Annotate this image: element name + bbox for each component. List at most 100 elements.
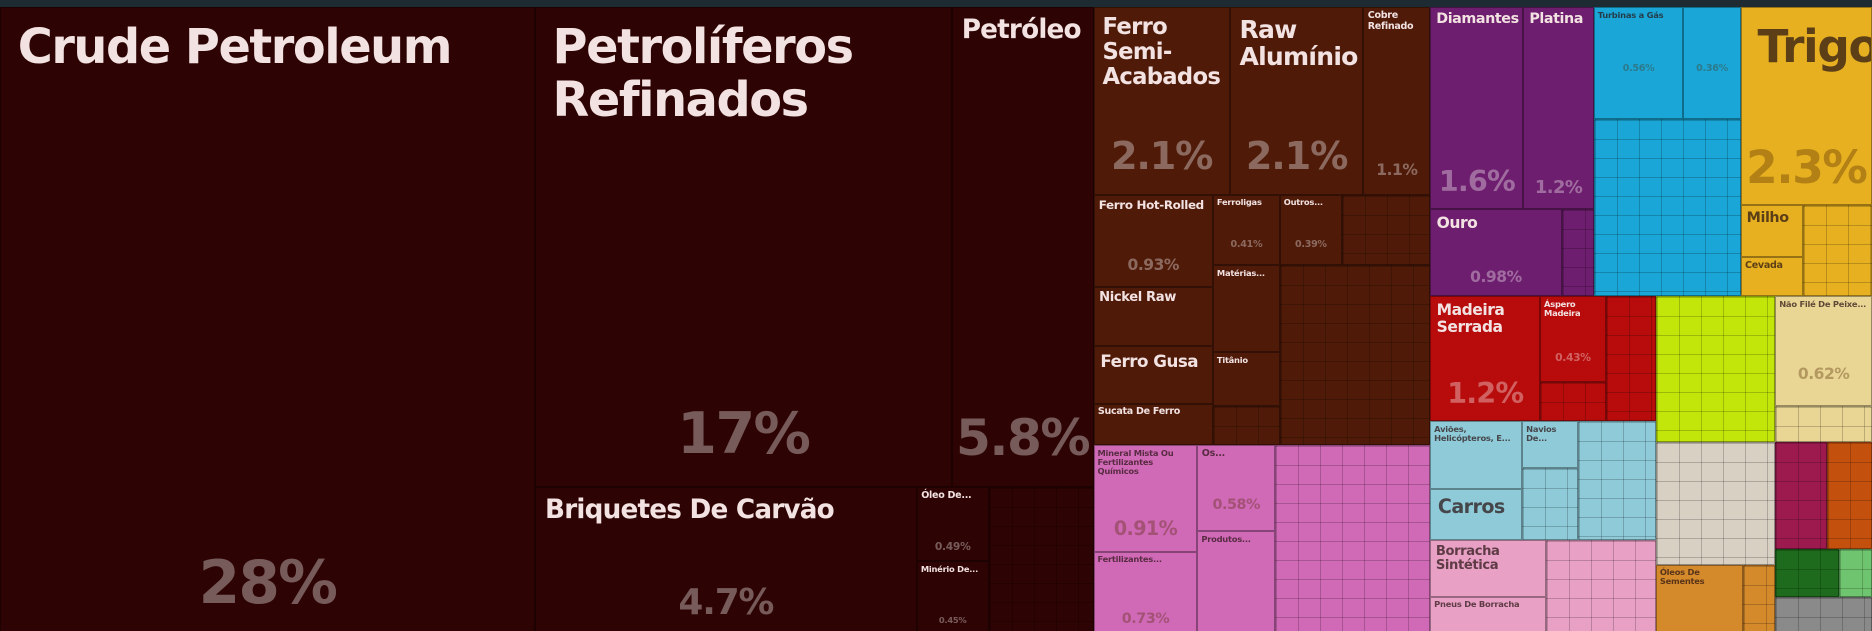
tile-group <box>1540 382 1606 422</box>
value-label: 0.58% <box>1212 497 1260 514</box>
tile-label: Sucata De Ferro <box>1097 406 1181 418</box>
tile-label: Trigo <box>1757 19 1872 73</box>
value-label: 0.41% <box>1230 238 1263 250</box>
tile-label: Briquetes De Carvão <box>545 494 835 525</box>
tile: Trigo 2.3% <box>1740 7 1872 206</box>
tile-label: Platina <box>1529 11 1584 28</box>
tile-label: Áspero Madeira <box>1544 298 1581 318</box>
tile: Matérias... <box>1212 265 1280 353</box>
tile-label: Nickel Raw <box>1099 290 1176 306</box>
tile: Mineral Mista Ou Fertilizantes Químicos 0… <box>1093 445 1198 552</box>
value-label: 0.98% <box>1470 268 1522 287</box>
tile-label: Navios De... <box>1526 423 1557 444</box>
value-label: 0.73% <box>1121 610 1170 627</box>
value-label: 28% <box>198 549 338 619</box>
tile: Ouro 0.98% <box>1430 208 1562 297</box>
tile-label: Pneus De Borracha <box>1434 599 1520 610</box>
tile-label: Minério De... <box>920 563 979 574</box>
tile-label: Outros... <box>1283 197 1323 208</box>
tile-label: Madeira Serrada <box>1436 300 1505 336</box>
tile-label: Raw Alumínio <box>1239 14 1358 72</box>
tile: Madeira Serrada 1.2% <box>1430 296 1541 422</box>
value-label: 2.1% <box>1245 134 1348 179</box>
value-label: 4.7% <box>678 582 774 624</box>
tile: Sucata De Ferro <box>1093 403 1213 446</box>
tile-group <box>1775 441 1827 550</box>
tile: Produtos... <box>1197 531 1276 631</box>
tile-group <box>1605 296 1656 422</box>
value-label: 0.49% <box>934 539 971 553</box>
tile-label: Diamantes <box>1436 11 1519 28</box>
value-label: 1.6% <box>1438 163 1516 198</box>
tile: Titânio <box>1212 352 1280 406</box>
tile: Cevada <box>1740 256 1803 297</box>
tile-group <box>1775 549 1839 597</box>
tile: Turbinas a Gás 0.56% <box>1593 7 1684 120</box>
tile-group <box>1838 549 1872 597</box>
tile-group <box>1275 445 1431 631</box>
tile-label: Ferroligas <box>1216 197 1262 208</box>
tile: Carros <box>1430 489 1523 540</box>
tile-label: Crude Petroleum <box>17 20 453 76</box>
tile: Raw Alumínio 2.1% <box>1229 7 1364 195</box>
tile-group <box>1802 205 1872 297</box>
tile-group <box>1655 296 1776 442</box>
tile-group <box>1212 405 1280 446</box>
tile: Ferro Semi-Acabados 2.1% <box>1093 7 1230 195</box>
tile-label: Aviões, Helicópteros, E... <box>1434 423 1511 444</box>
tile-label: Ouro <box>1436 213 1478 232</box>
tile-group <box>1775 405 1872 442</box>
tile-group <box>1743 564 1776 631</box>
value-label: 0.56% <box>1622 62 1655 74</box>
value-label: 0.43% <box>1555 350 1591 364</box>
value-label: 5.8% <box>956 407 1091 467</box>
value-label: 17% <box>677 399 811 467</box>
tile: Milho <box>1740 205 1803 257</box>
tile-group <box>1593 119 1741 297</box>
value-label: 0.93% <box>1127 256 1180 275</box>
tile-label: Petrolíferos Refinados <box>552 20 854 128</box>
tile-group <box>1578 421 1656 540</box>
tile-label: Produtos... <box>1201 533 1251 544</box>
tile-group <box>1561 208 1594 297</box>
tile-label: Carros <box>1437 495 1505 519</box>
tile-label: Matérias... <box>1216 267 1265 278</box>
tile: Cobre Refinado 1.1% <box>1363 7 1431 195</box>
tile: Minério De... 0.45% <box>916 561 989 631</box>
tile: Borracha Sintética <box>1430 539 1547 597</box>
tile: Aviões, Helicópteros, E... <box>1430 421 1523 490</box>
tile: Ferro Gusa <box>1093 346 1213 404</box>
tile-group <box>1775 596 1872 631</box>
tile: Áspero Madeira 0.43% <box>1540 296 1606 383</box>
tile-group <box>1341 194 1431 266</box>
value-label: 2.1% <box>1110 134 1213 179</box>
tile: Platina 1.2% <box>1523 7 1594 209</box>
tile: Outros... 0.39% <box>1279 194 1342 266</box>
tile-label: Petróleo <box>961 15 1082 46</box>
tile-label: Titânio <box>1216 354 1248 365</box>
tile: Petróleo 5.8% <box>951 7 1094 488</box>
tile: Ferroligas 0.41% <box>1212 194 1280 266</box>
value-label: 2.3% <box>1746 141 1868 195</box>
tile-label: Turbinas a Gás <box>1597 9 1664 20</box>
tile-label: Ferro Hot-Rolled <box>1098 198 1204 213</box>
tile: Navios De... <box>1522 421 1579 468</box>
tile-label: Milho <box>1746 209 1789 226</box>
value-label: 1.2% <box>1447 376 1524 411</box>
tile-label: Cobre Refinado <box>1367 10 1414 32</box>
tile: Pneus De Borracha <box>1430 596 1547 631</box>
tile: Os... 0.58% <box>1197 445 1276 532</box>
tile: Óleo De... 0.49% <box>916 487 989 562</box>
value-label: 0.45% <box>938 614 967 625</box>
tile: Petrolíferos Refinados 17% <box>534 7 952 488</box>
tile: 0.36% <box>1683 7 1741 120</box>
tile-label: Cevada <box>1745 259 1783 271</box>
tile: Crude Petroleum 28% <box>0 7 535 631</box>
tile-label: Óleos De Sementes <box>1659 567 1705 587</box>
value-label: 0.36% <box>1696 62 1728 74</box>
tile-group <box>1522 468 1579 540</box>
tile: Fertilizantes... 0.73% <box>1093 551 1198 631</box>
tile-label: Não Filé De Peixe... <box>1779 298 1867 309</box>
tile: Não Filé De Peixe... 0.62% <box>1775 296 1872 406</box>
